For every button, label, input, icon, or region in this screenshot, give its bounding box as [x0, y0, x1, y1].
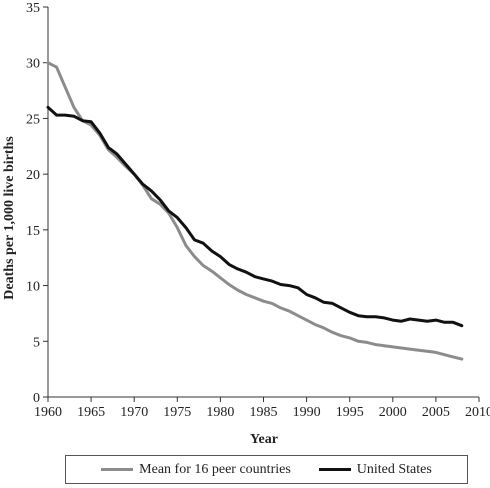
axes: [47, 7, 479, 398]
legend-label-peer-countries: Mean for 16 peer countries: [139, 461, 291, 477]
legend-swatch-united-states: [318, 468, 351, 471]
y-tick-label: 35: [26, 1, 40, 16]
series-line-peer-countries: [46, 61, 464, 361]
y-axis-title: Deaths per 1,000 live births: [2, 136, 17, 300]
x-ticks: 1960 1965 1970 1975 1980 1985 1990 1995 2000 2005…: [34, 397, 490, 420]
legend: Mean for 16 peer countries United States: [65, 455, 468, 484]
y-tick-label: 5: [33, 335, 40, 350]
y-tick-label: 30: [26, 57, 40, 72]
y-tick-label: 25: [26, 112, 40, 127]
y-ticks: 0 5 10 15 20 25 30 35: [26, 1, 48, 406]
y-tick-label: 15: [26, 224, 40, 239]
x-tick-label: 2010: [465, 405, 490, 420]
x-tick-label: 1960: [34, 405, 62, 420]
x-tick-label: 2005: [422, 405, 450, 420]
x-tick-label: 1995: [336, 405, 364, 420]
y-tick-label: 10: [26, 280, 40, 295]
x-axis-title: Year: [250, 432, 278, 447]
x-tick-label: 1970: [120, 405, 148, 420]
x-tick-label: 1985: [250, 405, 278, 420]
x-tick-label: 1975: [163, 405, 191, 420]
y-tick-label: 0: [33, 391, 40, 406]
x-tick-label: 1965: [77, 405, 105, 420]
legend-swatch-peer-countries: [101, 468, 134, 471]
x-tick-label: 1990: [293, 405, 321, 420]
y-tick-label: 20: [26, 168, 40, 183]
x-tick-label: 1980: [206, 405, 234, 420]
series-line-united-states: [46, 105, 464, 328]
legend-item-united-states: United States: [318, 461, 432, 478]
series-lines: [46, 61, 464, 361]
legend-item-peer-countries: Mean for 16 peer countries: [101, 462, 291, 478]
x-tick-label: 2000: [379, 405, 407, 420]
legend-label-united-states: United States: [356, 461, 432, 477]
